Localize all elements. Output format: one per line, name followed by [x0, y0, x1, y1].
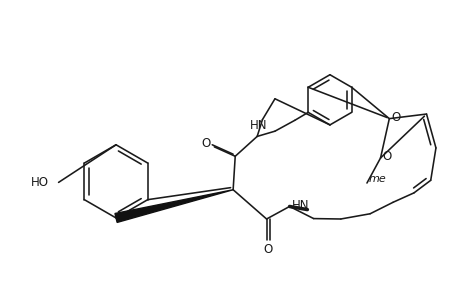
Text: HN: HN	[292, 199, 309, 212]
Text: O: O	[381, 150, 391, 164]
Text: me: me	[368, 174, 386, 184]
Polygon shape	[115, 190, 233, 222]
Text: HN: HN	[249, 119, 266, 132]
Text: O: O	[390, 111, 399, 124]
Text: O: O	[263, 243, 272, 256]
Text: O: O	[201, 137, 210, 150]
Text: HO: HO	[31, 176, 49, 189]
